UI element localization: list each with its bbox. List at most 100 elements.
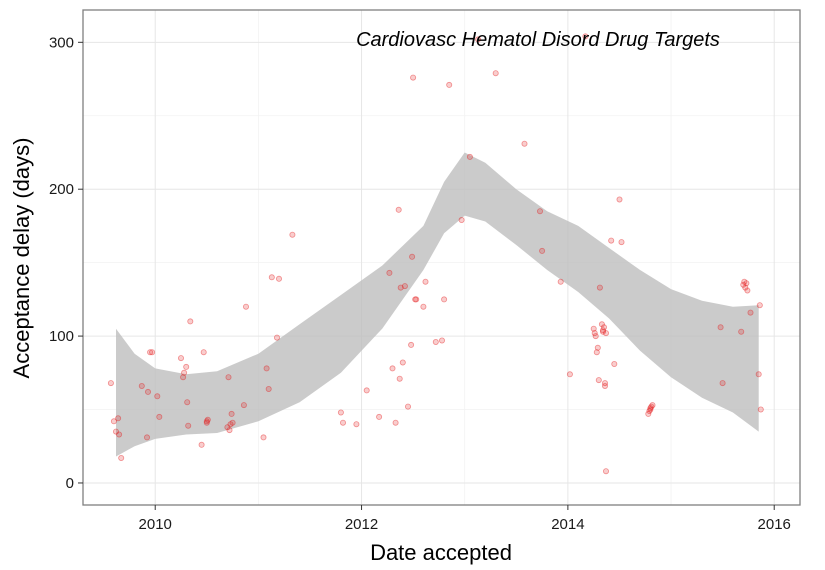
data-point: [412, 296, 419, 303]
data-point: [339, 419, 346, 426]
data-point: [413, 296, 420, 303]
data-point: [363, 387, 370, 394]
x-tick-label: 2010: [139, 516, 172, 533]
data-point: [397, 284, 404, 291]
data-point: [409, 253, 416, 260]
data-point: [618, 239, 625, 246]
x-tick-label: 2014: [551, 516, 584, 533]
data-point: [603, 330, 610, 337]
data-point: [265, 385, 272, 392]
data-point: [203, 419, 210, 426]
data-point: [594, 344, 601, 351]
chart-title: Cardiovasc Hematol Disord Drug Targets: [356, 29, 720, 51]
data-point: [185, 422, 192, 429]
data-point: [441, 296, 448, 303]
data-point: [422, 278, 429, 285]
data-point: [647, 405, 654, 412]
data-point: [595, 377, 602, 384]
data-point: [144, 388, 151, 395]
data-point: [228, 410, 235, 417]
data-point: [263, 365, 270, 372]
data-point: [353, 421, 360, 428]
data-point: [203, 418, 210, 425]
data-point: [392, 419, 399, 426]
data-point: [389, 365, 396, 372]
data-point: [738, 328, 745, 335]
confidence-band: [116, 152, 759, 457]
data-point: [611, 360, 618, 367]
data-point: [138, 382, 145, 389]
data-point: [116, 431, 123, 438]
data-point: [204, 416, 211, 423]
data-point: [180, 374, 187, 381]
data-point: [404, 403, 411, 410]
data-point: [242, 303, 249, 310]
data-point: [113, 428, 120, 435]
y-tick-label: 200: [49, 181, 74, 198]
data-point: [593, 349, 600, 356]
data-point: [757, 406, 764, 413]
plot-border: [82, 9, 801, 506]
data-point: [376, 413, 383, 420]
data-point: [756, 302, 763, 309]
data-point: [602, 380, 609, 387]
data-point: [747, 309, 754, 316]
data-point: [224, 424, 231, 431]
data-point: [115, 415, 122, 422]
data-point: [408, 341, 415, 348]
data-point: [386, 269, 393, 276]
data-point: [289, 231, 296, 238]
y-tick-label: 0: [66, 475, 74, 492]
data-point: [432, 338, 439, 345]
y-axis: 0 100 200 300: [49, 34, 83, 492]
data-point: [240, 402, 247, 409]
y-tick-label: 300: [49, 34, 74, 51]
data-point: [273, 334, 280, 341]
data-point: [592, 333, 599, 340]
x-tick-label: 2012: [345, 516, 378, 533]
y-tick-label: 100: [49, 328, 74, 345]
data-point: [649, 402, 656, 409]
data-point: [537, 208, 544, 215]
data-point: [591, 330, 598, 337]
data-point: [719, 380, 726, 387]
data-point: [149, 349, 156, 356]
x-axis: 2010 2012 2014 2016: [139, 505, 791, 533]
data-point: [742, 284, 749, 291]
x-tick-label: 2016: [758, 516, 791, 533]
data-point: [420, 303, 427, 310]
data-point: [187, 318, 194, 325]
data-point: [396, 375, 403, 382]
data-point: [645, 410, 652, 417]
data-point: [156, 413, 163, 420]
data-point: [446, 81, 453, 88]
data-point: [337, 409, 344, 416]
x-axis-title: Date accepted: [370, 540, 512, 565]
data-point: [410, 74, 417, 81]
data-point: [154, 393, 161, 400]
data-point: [458, 216, 465, 223]
data-point: [401, 283, 408, 290]
data-point: [399, 359, 406, 366]
data-point: [539, 247, 546, 254]
data-point: [582, 33, 589, 40]
data-point: [177, 355, 184, 362]
data-point: [226, 427, 233, 434]
grid-minor: [83, 10, 800, 505]
data-point: [557, 278, 564, 285]
data-point: [741, 278, 748, 285]
data-point: [227, 421, 234, 428]
data-point: [743, 280, 750, 287]
data-point: [395, 206, 402, 213]
data-point: [147, 349, 154, 356]
data-point: [590, 325, 597, 332]
data-point: [646, 407, 653, 414]
data-point: [198, 441, 205, 448]
data-point: [598, 321, 605, 328]
data-point: [260, 434, 267, 441]
data-point: [183, 363, 190, 370]
data-point: [647, 406, 654, 413]
data-point: [755, 371, 762, 378]
data-point: [107, 380, 114, 387]
